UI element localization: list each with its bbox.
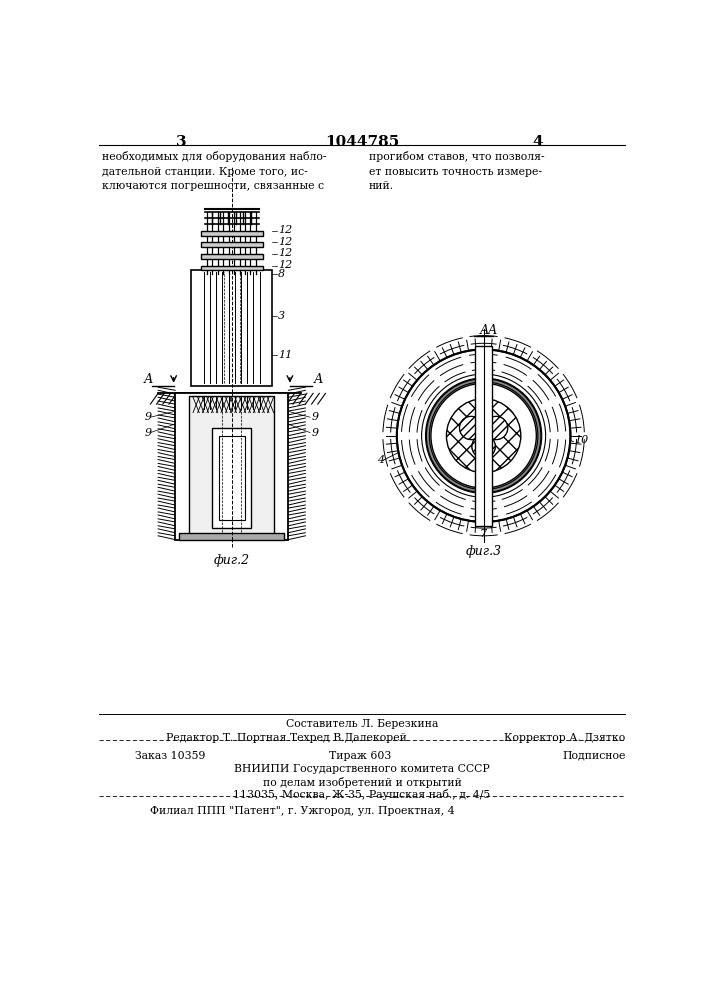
Bar xyxy=(192,270,272,386)
Wedge shape xyxy=(385,337,583,534)
Text: фиг.3: фиг.3 xyxy=(466,545,502,558)
Text: 6: 6 xyxy=(261,489,269,499)
Bar xyxy=(201,266,263,270)
Text: 9: 9 xyxy=(144,412,151,422)
Text: 12: 12 xyxy=(279,225,293,235)
Text: Корректор А. Дзятко: Корректор А. Дзятко xyxy=(504,733,626,743)
Text: 113035, Москва, Ж-35, Раушская наб., д. 4/5: 113035, Москва, Ж-35, Раушская наб., д. … xyxy=(233,789,491,800)
Bar xyxy=(218,436,245,520)
Text: по делам изобретений и открытий: по делам изобретений и открытий xyxy=(262,777,462,788)
Bar xyxy=(201,231,263,235)
Bar xyxy=(475,346,492,526)
Text: 12: 12 xyxy=(279,260,293,270)
Text: А: А xyxy=(488,324,497,337)
Bar xyxy=(175,393,288,540)
Text: 9: 9 xyxy=(312,412,319,422)
Text: 12: 12 xyxy=(279,237,293,247)
Text: прогибом ставов, что позволя-
ет повысить точность измере-
ний.: прогибом ставов, что позволя- ет повысит… xyxy=(369,151,544,191)
Text: 9: 9 xyxy=(312,428,319,438)
Text: Редактор Т. Портная Техред В.Далекорей: Редактор Т. Портная Техред В.Далекорей xyxy=(166,733,407,743)
Circle shape xyxy=(472,435,495,458)
Text: фиг.2: фиг.2 xyxy=(214,554,250,567)
Text: 4: 4 xyxy=(378,455,385,465)
Bar xyxy=(201,254,263,259)
Text: 3: 3 xyxy=(176,135,187,149)
Bar xyxy=(212,428,251,528)
Text: Составитель Л. Березкина: Составитель Л. Березкина xyxy=(286,719,438,729)
Text: Филиал ППП "Патент", г. Ужгород, ул. Проектная, 4: Филиал ППП "Патент", г. Ужгород, ул. Про… xyxy=(151,806,455,816)
Text: 11: 11 xyxy=(279,350,293,360)
Wedge shape xyxy=(426,379,541,493)
Text: Подписное: Подписное xyxy=(562,751,626,761)
Circle shape xyxy=(472,435,495,458)
Text: А: А xyxy=(314,373,323,386)
Text: Заказ 10359: Заказ 10359 xyxy=(135,751,205,761)
Circle shape xyxy=(397,349,571,522)
Circle shape xyxy=(446,399,521,473)
Text: А: А xyxy=(144,373,153,386)
Text: Тираж 603: Тираж 603 xyxy=(329,751,391,761)
Circle shape xyxy=(431,383,537,488)
Circle shape xyxy=(484,416,508,440)
Bar xyxy=(201,242,263,247)
Circle shape xyxy=(460,416,483,440)
Text: 1044785: 1044785 xyxy=(325,135,399,149)
Circle shape xyxy=(484,416,508,440)
Text: 10: 10 xyxy=(574,435,588,445)
Bar xyxy=(189,396,274,536)
Circle shape xyxy=(446,399,521,473)
Text: 9: 9 xyxy=(144,428,151,438)
Text: 8: 8 xyxy=(279,269,286,279)
Text: 7: 7 xyxy=(480,529,487,539)
Text: А: А xyxy=(480,324,489,337)
Wedge shape xyxy=(397,349,571,522)
Circle shape xyxy=(460,416,483,440)
Text: 3: 3 xyxy=(279,311,286,321)
Text: 12: 12 xyxy=(279,248,293,258)
Text: необходимых для оборудования набло-
дательной станции. Кроме того, ис-
ключаются: необходимых для оборудования набло- дате… xyxy=(103,151,327,191)
Text: 4: 4 xyxy=(532,135,543,149)
Text: ВНИИПИ Государственного комитета СССР: ВНИИПИ Государственного комитета СССР xyxy=(234,764,490,774)
Text: 7: 7 xyxy=(261,451,269,461)
Bar xyxy=(179,533,284,540)
